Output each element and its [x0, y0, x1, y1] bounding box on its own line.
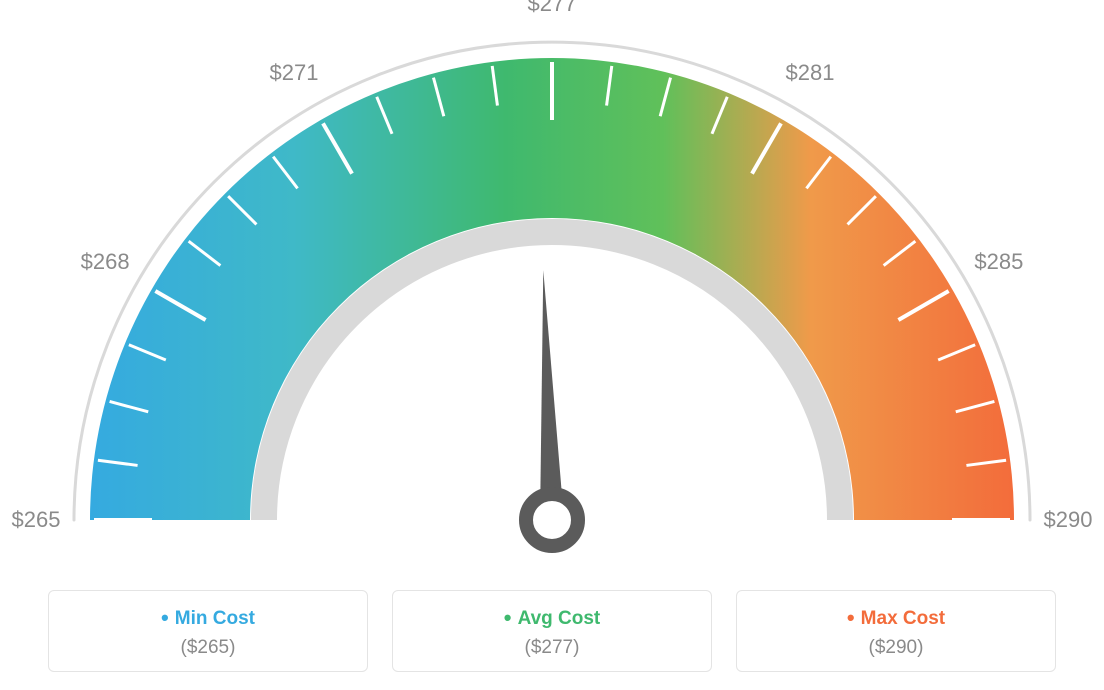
gauge-tick-label: $290	[1044, 507, 1093, 533]
gauge-tick-label: $268	[81, 249, 130, 275]
legend-avg-value: ($277)	[393, 637, 711, 659]
gauge-tick-label: $265	[12, 507, 61, 533]
legend-min-box: Min Cost ($265)	[48, 590, 368, 672]
legend-avg-box: Avg Cost ($277)	[392, 590, 712, 672]
gauge-tick-label: $271	[270, 60, 319, 86]
legend-min-label: Min Cost	[49, 605, 367, 631]
gauge-svg	[0, 0, 1104, 560]
gauge-tick-label: $281	[786, 60, 835, 86]
legend-min-value: ($265)	[49, 637, 367, 659]
legend-max-box: Max Cost ($290)	[736, 590, 1056, 672]
gauge-tick-label: $277	[528, 0, 577, 17]
legend-row: Min Cost ($265) Avg Cost ($277) Max Cost…	[0, 590, 1104, 672]
gauge-tick-label: $285	[974, 249, 1023, 275]
legend-avg-label: Avg Cost	[393, 605, 711, 631]
legend-max-value: ($290)	[737, 637, 1055, 659]
legend-max-label: Max Cost	[737, 605, 1055, 631]
gauge-chart: $265 $268 $271 $277 $281 $285 $290	[0, 0, 1104, 560]
